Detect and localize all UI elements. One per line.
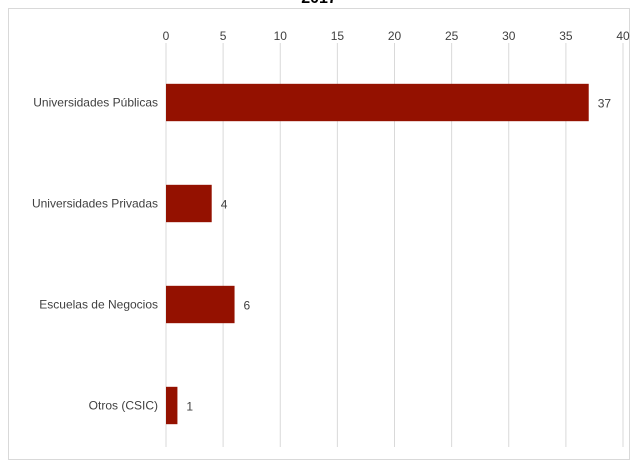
x-axis-ticks: 0 5 10 15 20 25 30 35 40 xyxy=(163,29,630,43)
x-tick-label: 5 xyxy=(220,29,227,43)
data-label: 37 xyxy=(598,97,612,111)
x-tick-label: 20 xyxy=(388,29,402,43)
chart-title-clipped: 2017 xyxy=(0,0,638,8)
bar xyxy=(166,83,589,122)
category-label: Escuelas de Negocios xyxy=(39,298,158,312)
x-tick-label: 25 xyxy=(445,29,459,43)
x-tick-label: 0 xyxy=(163,29,170,43)
x-tick-label: 15 xyxy=(331,29,345,43)
bar xyxy=(166,184,212,223)
bars xyxy=(166,83,589,425)
chart-frame xyxy=(8,8,630,460)
x-tick-label: 35 xyxy=(559,29,573,43)
data-labels: 37 4 6 1 xyxy=(186,97,611,414)
category-labels: Universidades Públicas Universidades Priv… xyxy=(32,96,158,413)
x-tick-label: 10 xyxy=(274,29,288,43)
category-label: Otros (CSIC) xyxy=(89,399,158,413)
data-label: 1 xyxy=(186,400,193,414)
category-label: Universidades Públicas xyxy=(33,96,158,110)
x-tick-label: 40 xyxy=(616,29,630,43)
data-label: 6 xyxy=(244,299,251,313)
category-label: Universidades Privadas xyxy=(32,197,158,211)
x-tick-label: 30 xyxy=(502,29,516,43)
bar xyxy=(166,386,178,425)
data-label: 4 xyxy=(221,198,228,212)
bar xyxy=(166,285,235,324)
